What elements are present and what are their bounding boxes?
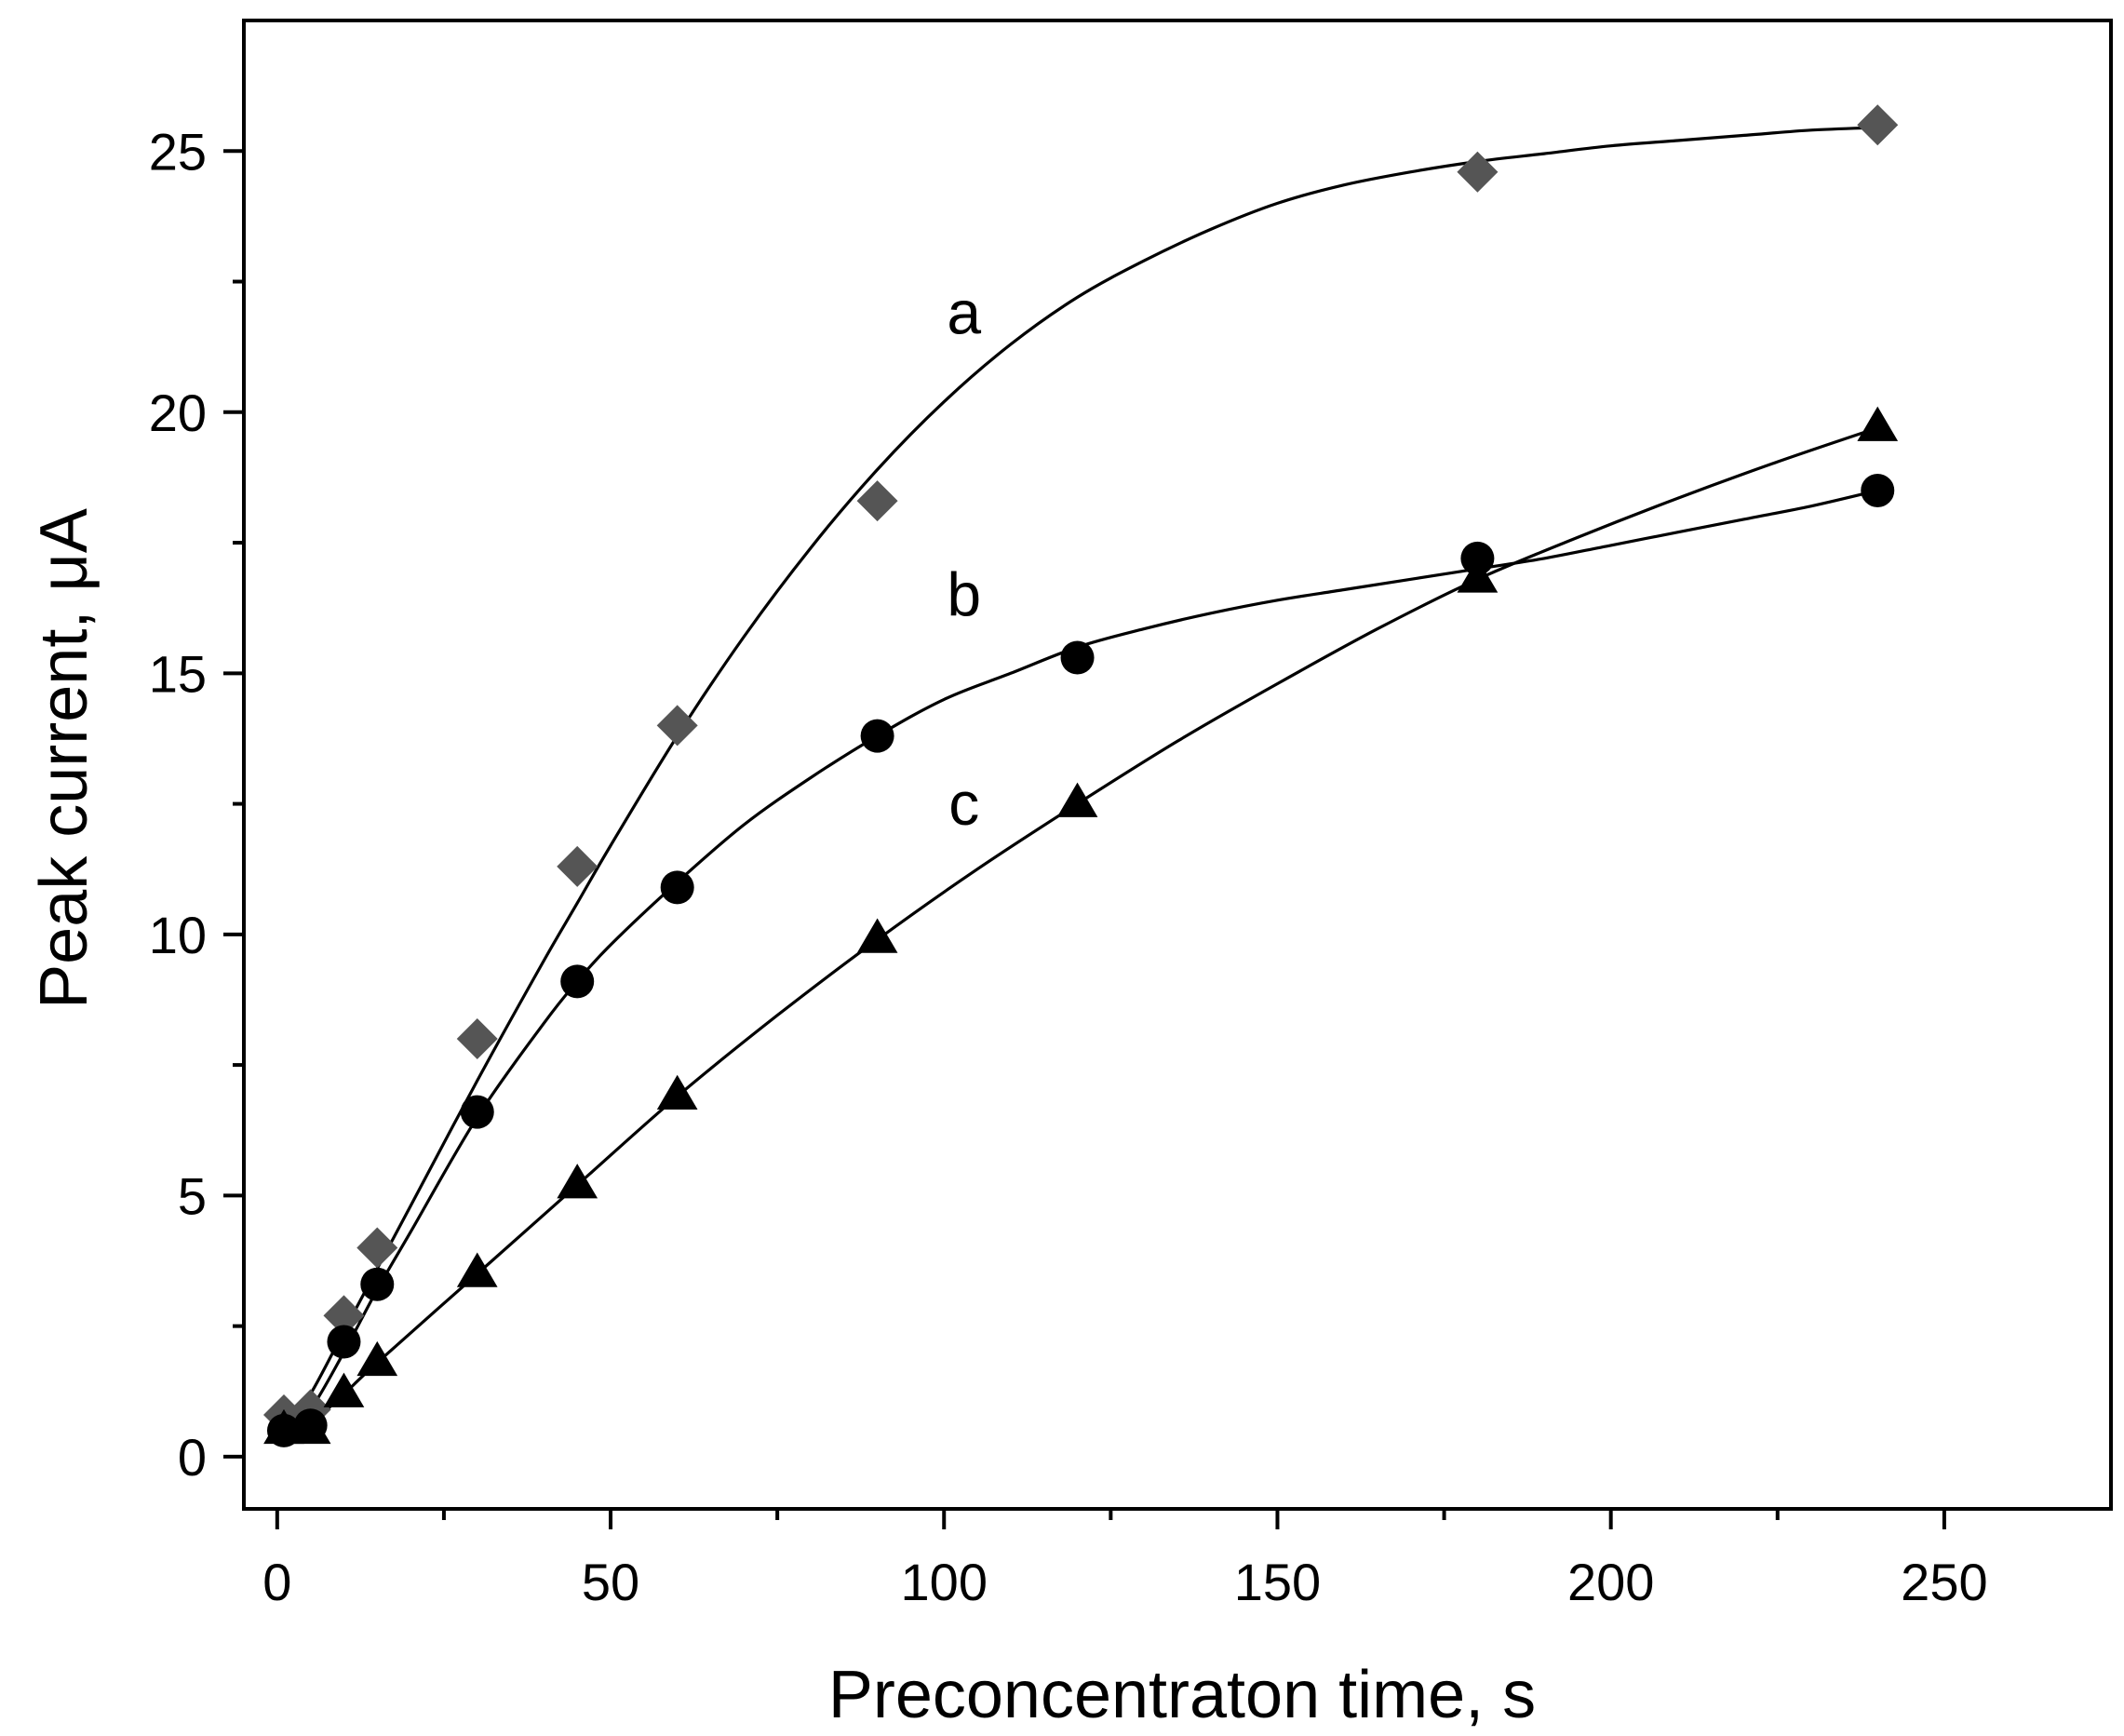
- data-point-a: [1857, 104, 1899, 146]
- data-point-b: [560, 964, 595, 999]
- y-tick-label: 20: [149, 384, 207, 442]
- fit-curve-b: [282, 489, 1878, 1437]
- data-point-a: [456, 1018, 498, 1060]
- x-axis-title: Preconcentraton time, s: [828, 1658, 1536, 1732]
- data-point-b: [660, 870, 694, 905]
- data-point-c: [557, 1164, 598, 1199]
- data-markers: [262, 104, 1899, 1447]
- ticks-layer: 0 50 100 150 200 250 0 5 10 15 20 25: [149, 122, 1988, 1611]
- y-tick-label: 0: [178, 1428, 207, 1487]
- data-point-a: [323, 1295, 365, 1337]
- series-label-c: c: [948, 769, 979, 838]
- data-point-a: [1457, 151, 1499, 193]
- data-point-a: [656, 705, 698, 747]
- data-point-c: [356, 1340, 398, 1377]
- y-axis-title: Peak current, μA: [27, 508, 101, 1009]
- fit-curve-a: [282, 126, 1878, 1432]
- data-point-b: [860, 719, 894, 753]
- data-point-c: [656, 1074, 698, 1110]
- series-labels: a b c: [947, 278, 981, 838]
- data-point-b: [1060, 640, 1095, 675]
- data-point-b: [360, 1267, 395, 1301]
- data-point-a: [557, 845, 598, 887]
- data-point-a: [856, 480, 898, 522]
- data-point-c: [1457, 558, 1499, 593]
- data-point-b: [1861, 473, 1895, 507]
- x-tick-label: 150: [1234, 1553, 1321, 1611]
- data-point-c: [1056, 782, 1098, 817]
- data-point-c: [856, 918, 898, 953]
- data-point-c: [456, 1252, 498, 1287]
- y-tick-label: 15: [149, 644, 207, 703]
- series-label-a: a: [947, 278, 981, 347]
- data-point-a: [356, 1227, 398, 1269]
- data-point-c: [1857, 406, 1899, 441]
- x-tick-label: 0: [262, 1553, 291, 1611]
- fit-curves: [282, 126, 1878, 1437]
- x-tick-label: 250: [1901, 1553, 1987, 1611]
- y-tick-label: 5: [178, 1166, 207, 1225]
- x-tick-label: 100: [901, 1553, 988, 1611]
- data-point-b: [460, 1095, 494, 1129]
- data-point-b: [327, 1325, 361, 1359]
- series-label-b: b: [947, 560, 981, 629]
- y-tick-label: 25: [149, 122, 207, 181]
- x-tick-label: 200: [1567, 1553, 1654, 1611]
- x-tick-label: 50: [582, 1553, 639, 1611]
- data-point-c: [289, 1408, 331, 1445]
- y-tick-label: 10: [149, 906, 207, 964]
- plot-frame: [242, 19, 2113, 1511]
- data-point-c: [323, 1372, 365, 1407]
- fit-curve-c: [283, 426, 1878, 1433]
- data-point-c: [263, 1408, 304, 1445]
